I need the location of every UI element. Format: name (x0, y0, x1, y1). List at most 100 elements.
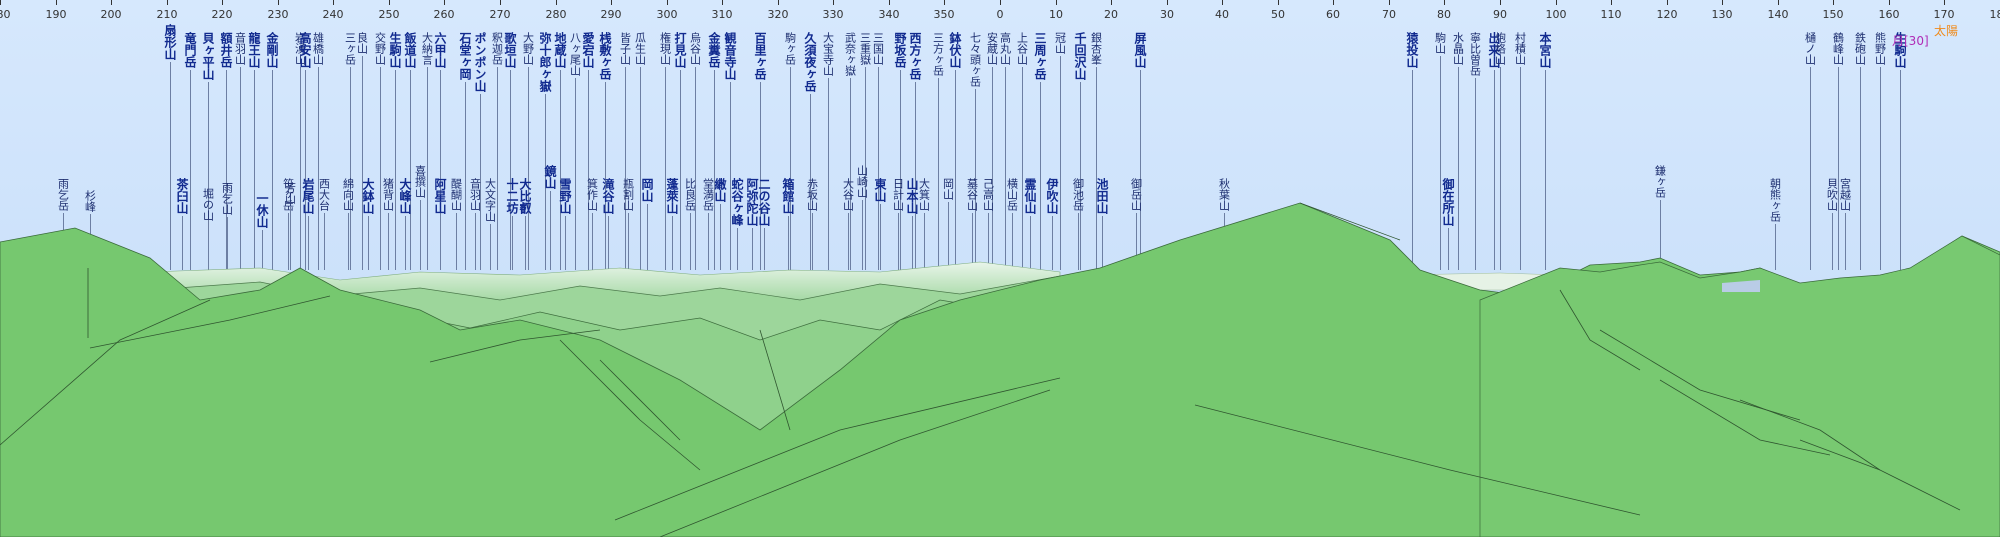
peak-label[interactable]: 金糞岳 (707, 32, 721, 68)
peak-label[interactable]: 歌垣山 (503, 32, 517, 68)
peak-label[interactable]: 雄橋山 (311, 32, 325, 65)
peak-label[interactable]: 大納言 (420, 32, 434, 65)
peak-label[interactable]: 箱館山 (781, 178, 795, 214)
peak-label[interactable]: 宮越山 (1838, 178, 1852, 211)
peak-label[interactable]: 水晶山 (1451, 32, 1465, 65)
peak-label[interactable]: 生駒山 (388, 32, 402, 68)
peak-label[interactable]: 箕作山 (585, 178, 599, 211)
peak-label[interactable]: 鎌ヶ岳 (1653, 165, 1667, 198)
peak-label[interactable]: ポンポン山 (473, 32, 487, 92)
peak-label[interactable]: 皆子山 (618, 32, 632, 65)
peak-label[interactable]: 西方ヶ岳 (908, 32, 922, 80)
peak-label[interactable]: 烏谷山 (688, 32, 702, 65)
peak-label[interactable]: 瓶割山 (621, 178, 635, 211)
peak-label[interactable]: 愛宕山 (581, 32, 595, 68)
peak-label[interactable]: 六甲山 (433, 32, 447, 68)
peak-label[interactable]: 池田山 (1095, 178, 1109, 214)
peak-label[interactable]: 猪背山 (381, 178, 395, 211)
peak-label[interactable]: 芳山 (283, 182, 297, 204)
peak-label[interactable]: 七々頭ヶ岳 (968, 32, 982, 87)
peak-label[interactable]: 喜撰山 (413, 165, 427, 198)
peak-label[interactable]: 武奈ヶ嶽 (843, 32, 857, 76)
peak-label[interactable]: 猿投山 (1405, 32, 1419, 68)
peak-label[interactable]: 御在所山 (1441, 178, 1455, 226)
peak-label[interactable]: 金剛山 (265, 32, 279, 68)
peak-label[interactable]: 西大台 (317, 178, 331, 211)
peak-label[interactable]: 蓬萊山 (665, 178, 679, 214)
peak-label[interactable]: 繖山 (713, 178, 727, 202)
peak-label[interactable]: 千回沢山 (1073, 32, 1087, 80)
peak-label[interactable]: 一休山 (255, 192, 269, 228)
peak-label[interactable]: 秋葉山 (1217, 178, 1231, 211)
peak-label[interactable]: 安蔵山 (985, 32, 999, 65)
peak-label[interactable]: 高丸山 (998, 32, 1012, 65)
peak-label[interactable]: 久須夜ヶ岳 (803, 32, 817, 92)
peak-label[interactable]: 三重嶽 (858, 32, 872, 65)
peak-label[interactable]: 三方ヶ岳 (931, 32, 945, 76)
peak-label[interactable]: 大谷山 (841, 178, 855, 211)
peak-label[interactable]: 釈迦岳 (490, 32, 504, 65)
peak-label[interactable]: 本宮山 (1538, 32, 1552, 68)
peak-label[interactable]: 龍王山 (247, 32, 261, 68)
peak-label[interactable]: 良山 (355, 32, 369, 54)
peak-label[interactable]: 大峰山 (398, 178, 412, 214)
peak-label[interactable]: 樋ノ山 (1803, 32, 1817, 65)
peak-label[interactable]: 御岳山 (1129, 178, 1143, 211)
peak-label[interactable]: 鉄砲山 (1853, 32, 1867, 65)
peak-label[interactable]: 石堂ヶ岡 (458, 32, 472, 80)
peak-label[interactable]: 飯道山 (403, 32, 417, 68)
peak-label[interactable]: 三国山 (871, 32, 885, 65)
peak-label[interactable]: 雨乞岳 (56, 178, 70, 211)
peak-label[interactable]: 熊野山 (1873, 32, 1887, 65)
peak-label[interactable]: 阿星山 (433, 178, 447, 214)
peak-label[interactable]: 杉峰 (83, 190, 97, 212)
peak-label[interactable]: 高安山 (298, 32, 312, 68)
peak-label[interactable]: 三ヶ岳 (343, 32, 357, 65)
peak-label[interactable]: 観音寺山 (723, 32, 737, 80)
peak-label[interactable]: 大比叡 (518, 178, 532, 214)
peak-label[interactable]: 額井岳 (219, 32, 233, 68)
peak-label[interactable]: 鉢伏山 (948, 32, 962, 68)
peak-label[interactable]: 雪野山 (558, 178, 572, 214)
peak-label[interactable]: 岩湧山 (293, 32, 307, 65)
peak-label[interactable]: 弥十郎ヶ嶽 (538, 32, 552, 92)
peak-label[interactable]: 音羽山 (233, 32, 247, 65)
peak-label[interactable]: 寧比曽岳 (1468, 32, 1482, 76)
peak-label[interactable]: 大箕山 (917, 178, 931, 211)
peak-label[interactable]: 大宝寺山 (821, 32, 835, 76)
peak-label[interactable]: 出来山 (1487, 32, 1501, 68)
peak-label[interactable]: 蛇谷ヶ峰 (730, 178, 744, 226)
peak-label[interactable]: 屏風山 (1133, 32, 1147, 68)
peak-label[interactable]: 伊吹山 (1045, 178, 1059, 214)
peak-label[interactable]: 堀の山 (201, 188, 215, 221)
peak-label[interactable]: 己高山 (981, 178, 995, 211)
peak-label[interactable]: 貝ヶ平山 (201, 32, 215, 80)
peak-label[interactable]: 鶴峰山 (1831, 32, 1845, 65)
peak-label[interactable]: 冠山 (1053, 32, 1067, 54)
peak-label[interactable]: 阿弥陀山 (745, 178, 759, 226)
peak-label[interactable]: 銀杏峯 (1089, 32, 1103, 65)
peak-label[interactable]: 御池岳 (1071, 178, 1085, 211)
peak-label[interactable]: 権現山 (658, 32, 672, 65)
peak-label[interactable]: 交野山 (373, 32, 387, 65)
peak-label[interactable]: 八ヶ尾山 (568, 32, 582, 76)
peak-label[interactable]: 岡山 (941, 178, 955, 200)
peak-label[interactable]: 地蔵山 (553, 32, 567, 68)
peak-label[interactable]: 野坂岳 (893, 32, 907, 68)
peak-label[interactable]: 瓜生山 (633, 32, 647, 65)
peak-label[interactable]: 鏡山 (543, 165, 557, 189)
peak-label[interactable]: 貝吹山 (1825, 178, 1839, 211)
peak-label[interactable]: 大野山 (521, 32, 535, 65)
peak-label[interactable]: 綿向山 (341, 178, 355, 211)
peak-label[interactable]: 茶臼山 (175, 178, 189, 214)
peak-label[interactable]: 百里ヶ岳 (753, 32, 767, 80)
peak-label[interactable]: 山崎山 (855, 165, 869, 198)
peak-label[interactable]: 二の谷山 (757, 178, 771, 226)
peak-label[interactable]: 日計山 (891, 178, 905, 211)
peak-label[interactable]: 竜門岳 (183, 32, 197, 68)
peak-label[interactable]: 山本山 (905, 178, 919, 214)
peak-label[interactable]: 堂満岳 (701, 178, 715, 211)
peak-label[interactable]: 村積山 (1513, 32, 1527, 65)
peak-label[interactable]: 生駒山 (1893, 32, 1907, 68)
peak-label[interactable]: 岡山 (640, 178, 654, 202)
